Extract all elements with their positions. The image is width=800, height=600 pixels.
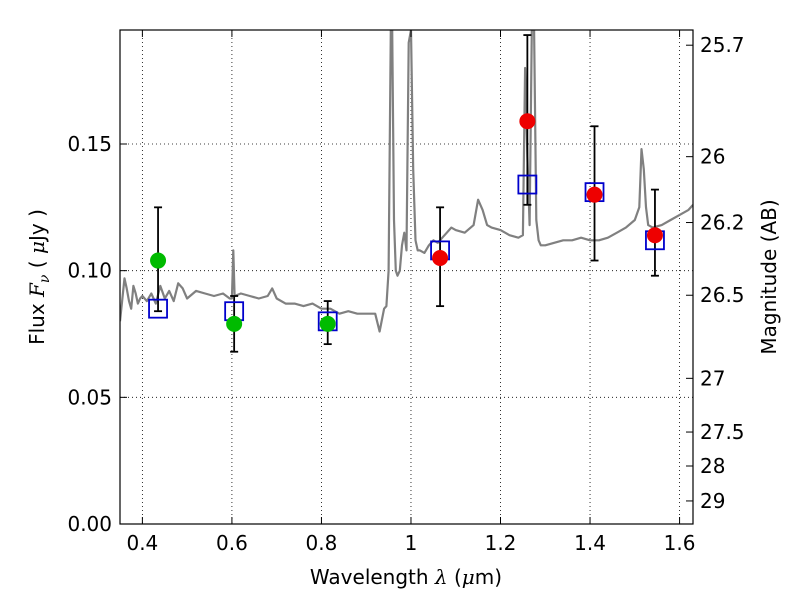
green-data-point (226, 315, 243, 332)
x-tick-label: 0.4 (126, 531, 158, 555)
right-tick-label: 29 (700, 489, 725, 513)
right-tick-label: 27 (700, 366, 725, 390)
svg-text:Magnitude (AB): Magnitude (AB) (757, 199, 781, 354)
series-layer (120, 30, 693, 353)
right-tick-label: 26.2 (700, 211, 745, 235)
y-tick-label: 0.15 (67, 132, 112, 156)
x-axis-label: Wavelength λ (μm) (310, 565, 502, 589)
x-tick-label: 0.6 (216, 531, 248, 555)
model-square-marker (517, 174, 538, 195)
green-data-point (319, 315, 336, 332)
plot-frame (119, 29, 694, 525)
y-tick-label: 0.05 (67, 385, 112, 409)
axis-ticks: 0.4 0.6 0.8 1 1.2 1.4 1.6 0.00 0.05 0.10 0.15 25.7 2… (67, 30, 745, 555)
red-data-point (432, 250, 449, 266)
y-axis-label: Flux Fν ( μJy ) (25, 209, 53, 345)
green-data-point (150, 252, 167, 269)
model-square-marker (148, 298, 168, 319)
right-tick-label: 26 (700, 145, 725, 169)
right-tick-label: 28 (700, 454, 725, 478)
y-tick-label: 0.00 (67, 512, 112, 536)
x-tick-label: 1 (405, 531, 418, 555)
x-tick-label: 1.4 (574, 531, 606, 555)
plot-area (120, 30, 693, 353)
x-tick-label: 0.8 (306, 531, 338, 555)
red-data-point (519, 113, 536, 130)
x-tick-label: 1.6 (664, 531, 696, 555)
right-tick-label: 25.7 (700, 33, 745, 57)
red-data-point (646, 227, 663, 244)
y-axis-label-right: Magnitude (AB) (757, 199, 781, 354)
right-tick-label: 27.5 (700, 420, 745, 444)
svg-text:Flux Fν ( μJy ): Flux Fν ( μJy ) (25, 209, 53, 345)
y-tick-label: 0.10 (67, 259, 112, 283)
red-data-point (586, 186, 603, 203)
right-tick-label: 26.5 (700, 283, 745, 307)
x-tick-label: 1.2 (485, 531, 517, 555)
spectrum-line (120, 30, 693, 333)
